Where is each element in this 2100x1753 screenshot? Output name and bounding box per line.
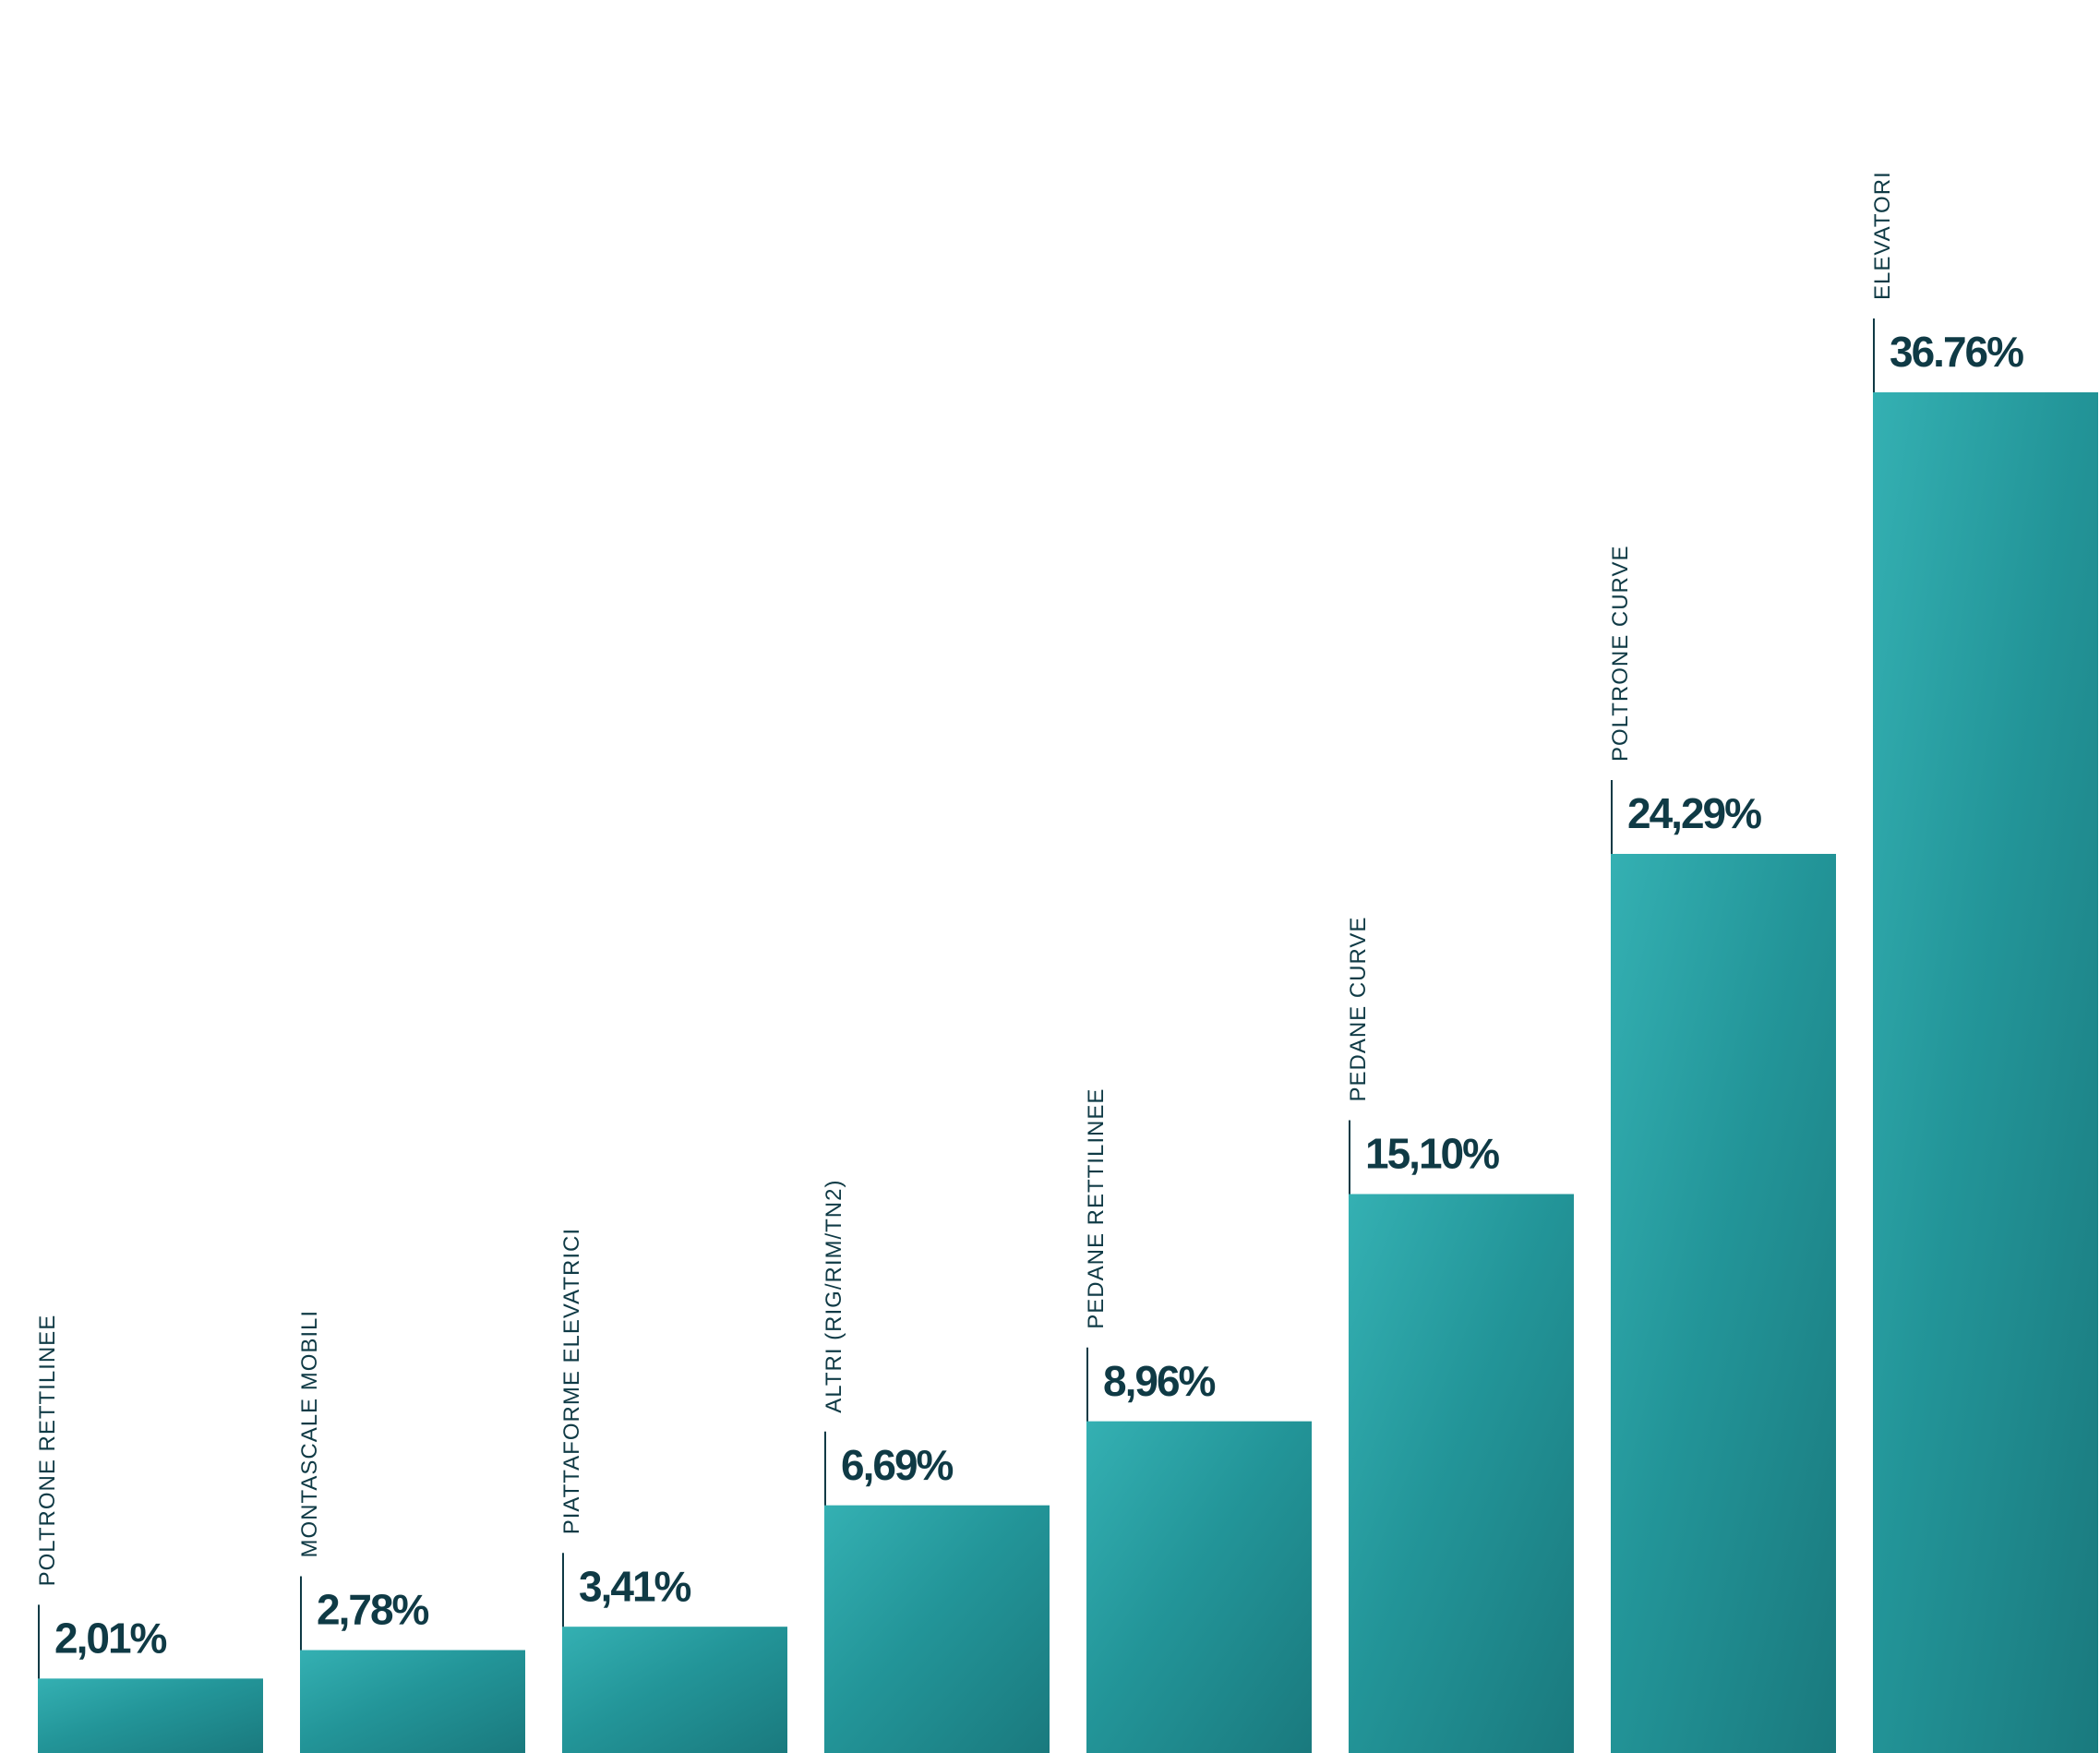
category-label: POLTRONE RETTILINEE bbox=[35, 1315, 60, 1587]
bar-shade bbox=[1086, 1421, 1312, 1753]
value-label: 8,96% bbox=[1103, 1357, 1216, 1405]
category-label: POLTRONE CURVE bbox=[1608, 546, 1633, 762]
value-label: 24,29% bbox=[1627, 789, 1761, 837]
category-label: ALTRI (RIG/RIM/TN2) bbox=[822, 1180, 846, 1413]
value-label: 36.76% bbox=[1890, 328, 2023, 376]
value-label: 3,41% bbox=[579, 1562, 691, 1610]
bar-shade bbox=[824, 1505, 1050, 1753]
bar-shade bbox=[1873, 392, 2098, 1753]
value-label: 15,10% bbox=[1365, 1130, 1499, 1178]
value-label: 2,01% bbox=[54, 1615, 167, 1663]
value-label: 2,78% bbox=[317, 1586, 429, 1634]
bar-shade bbox=[1611, 854, 1836, 1753]
bar-shade bbox=[1349, 1194, 1574, 1753]
category-label: PEDANE CURVE bbox=[1346, 917, 1371, 1102]
category-label: PEDANE RETTILINEE bbox=[1084, 1088, 1109, 1329]
bar-shade bbox=[562, 1627, 787, 1753]
category-label: PIATTAFORME ELEVATRICI bbox=[559, 1228, 584, 1534]
value-label: 6,69% bbox=[841, 1441, 954, 1489]
bar-shade bbox=[38, 1678, 263, 1753]
category-label: ELEVATORI bbox=[1870, 171, 1895, 300]
category-label: MONTASCALE MOBILI bbox=[297, 1310, 322, 1558]
bar-shade bbox=[300, 1650, 525, 1753]
